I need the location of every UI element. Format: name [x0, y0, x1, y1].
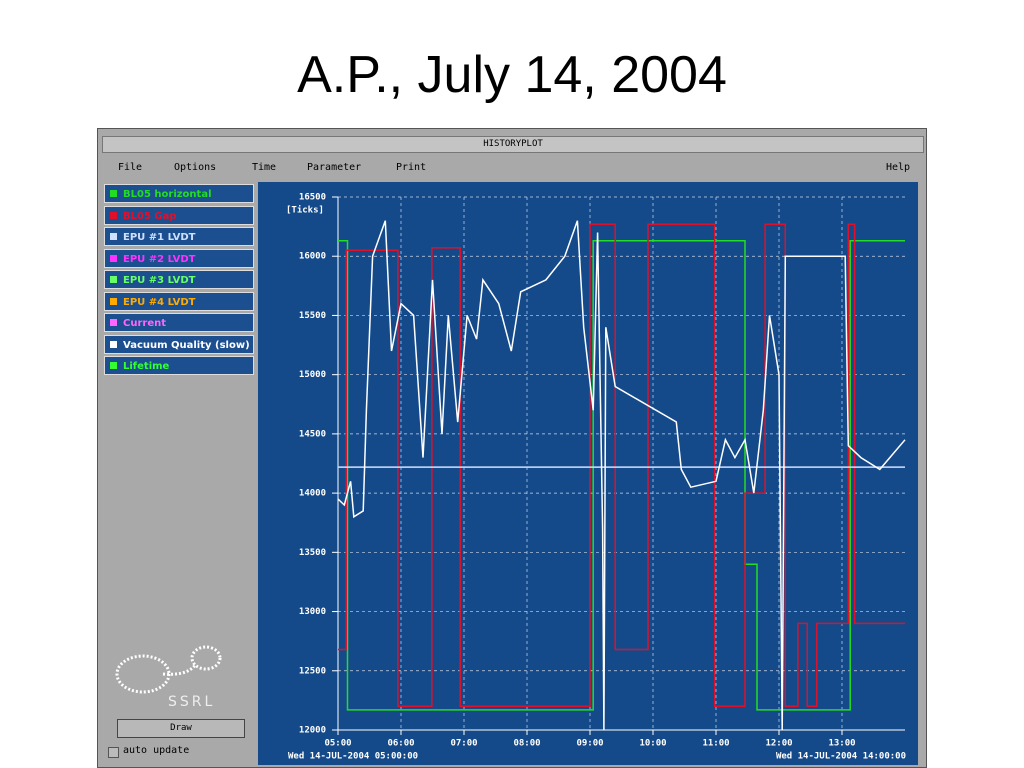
legend-item[interactable]: Vacuum Quality (slow)	[104, 334, 254, 354]
legend-label: Lifetime	[123, 361, 170, 372]
chart-background	[258, 182, 918, 765]
menu-item[interactable]: Time	[252, 162, 277, 173]
series-line	[338, 223, 905, 708]
legend-label: Vacuum Quality (slow)	[123, 339, 250, 351]
legend-swatch	[110, 190, 117, 197]
legend-swatch	[110, 233, 117, 240]
legend-swatch	[110, 297, 117, 305]
legend-label: BL05 Gap	[123, 210, 177, 222]
y-tick-label: 12000	[299, 726, 326, 736]
x-tick-label: 05:00	[324, 739, 351, 749]
legend-label: EPU #3 LVDT	[123, 275, 196, 286]
legend-swatch	[110, 211, 117, 219]
y-tick-label: 15500	[299, 311, 326, 321]
annotation: Wed 14-JUL-2004 14:00:00	[776, 752, 906, 762]
logo-text: SSRL	[168, 694, 216, 710]
chart: [Ticks] Wed 14-JUL-2004 05:00:00 Wed 14-…	[258, 182, 918, 765]
legend-item[interactable]: Current	[104, 313, 254, 332]
y-tick-label: 14500	[299, 429, 326, 439]
menu-item[interactable]: File	[118, 162, 143, 173]
y-tick-label: 16000	[299, 252, 326, 262]
menu-item[interactable]: Help	[886, 162, 911, 173]
menu-item[interactable]: Parameter	[307, 162, 362, 173]
x-tick-label: 10:00	[639, 739, 666, 749]
slide-title: A.P., July 14, 2004	[297, 46, 727, 104]
legend-swatch	[110, 254, 117, 262]
x-tick-label: 11:00	[702, 739, 729, 749]
menu-item[interactable]: Options	[174, 162, 217, 173]
y-tick-label: 16500	[299, 193, 326, 203]
x-tick-label: 12:00	[765, 739, 792, 749]
legend-item[interactable]: BL05 horizontal encoder	[104, 184, 254, 219]
checkbox-label: auto update	[123, 745, 190, 756]
legend-swatch	[110, 276, 117, 283]
y-tick-label: 13500	[299, 548, 326, 558]
y-tick-label: 14000	[299, 489, 326, 499]
legend-item[interactable]: EPU #1 LVDT	[104, 227, 254, 246]
logo	[115, 645, 222, 694]
x-tick-label: 08:00	[513, 739, 540, 749]
x-tick-label: 09:00	[576, 739, 603, 749]
y-tick-label: 15000	[299, 370, 326, 380]
series-line	[337, 220, 906, 731]
y-tick-label: 12500	[299, 666, 326, 676]
legend-label: Current	[123, 318, 167, 329]
menu-bar: File Options Time Parameter Print Help	[102, 156, 922, 180]
menu-item[interactable]: Print	[396, 162, 427, 173]
draw-button[interactable]: Draw	[117, 719, 245, 738]
legend-item[interactable]: EPU #2 LVDT	[104, 248, 254, 268]
legend-item[interactable]: EPU #3 LVDT	[104, 270, 254, 289]
legend-item[interactable]: BL05 Gap	[104, 205, 254, 225]
legend-swatch	[110, 319, 117, 326]
y-tick-label: 13000	[299, 607, 326, 617]
legend-swatch	[110, 340, 117, 348]
legend-label: EPU #4 LVDT	[123, 296, 196, 308]
checkbox[interactable]	[108, 747, 119, 758]
window-title: HISTORYPLOT	[102, 136, 924, 153]
legend-label: EPU #1 LVDT	[123, 232, 196, 243]
x-tick-label: 07:00	[450, 739, 477, 749]
legend-label: EPU #2 LVDT	[123, 253, 196, 265]
x-tick-label: 13:00	[828, 739, 855, 749]
legend-item[interactable]: EPU #4 LVDT	[104, 291, 254, 311]
x-tick-label: 06:00	[387, 739, 414, 749]
legend-swatch	[110, 362, 117, 369]
annotation: Wed 14-JUL-2004 05:00:00	[288, 752, 418, 762]
legend-item[interactable]: Lifetime	[104, 356, 254, 375]
series-line	[338, 240, 905, 711]
y-axis-label: [Ticks]	[286, 205, 324, 216]
